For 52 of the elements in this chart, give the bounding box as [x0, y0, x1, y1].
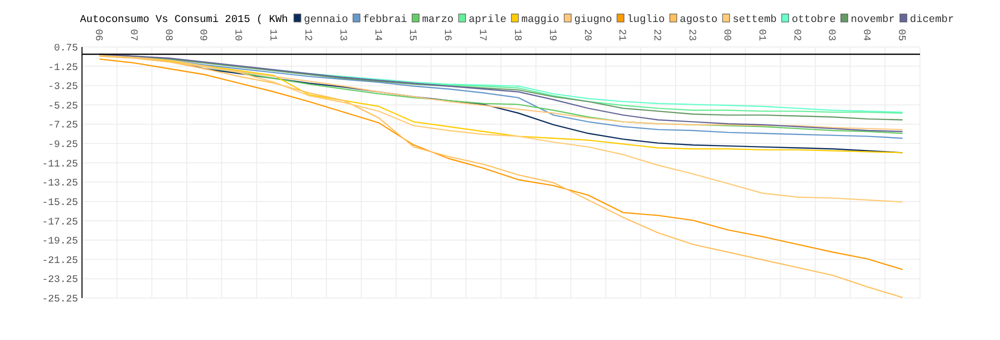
x-tick-label: 18 [510, 29, 522, 42]
legend-label: novembr [850, 14, 895, 26]
legend-label: marzo [422, 14, 454, 26]
x-tick-label: 23 [686, 29, 697, 42]
y-tick-label: -7.25 [48, 120, 78, 132]
y-tick-label: -11.25 [42, 159, 78, 170]
x-tick-label: 05 [895, 29, 906, 42]
x-tick-label: 15 [406, 29, 418, 42]
legend-label: febbrai [363, 14, 408, 26]
x-tick-label: 10 [232, 29, 243, 42]
y-tick-label: -3.25 [48, 82, 78, 94]
x-tick-label: 21 [616, 29, 627, 42]
x-tick-label: 13 [336, 29, 348, 42]
line-series [98, 54, 904, 203]
x-tick-label: 04 [860, 29, 872, 42]
x-tick-label: 14 [371, 29, 382, 42]
x-tick-label: 22 [650, 29, 662, 42]
y-tick-label: -1.25 [48, 62, 78, 74]
y-tick-label: -9.25 [48, 140, 78, 152]
x-tick-label: 09 [196, 29, 208, 42]
legend-label: ottobre [792, 14, 836, 26]
legend-label: giugno [574, 14, 612, 26]
x-tick-label: 19 [546, 29, 557, 42]
x-tick-label: 01 [755, 29, 766, 42]
y-tick-label: -19.25 [42, 236, 78, 248]
y-tick-label: -17.25 [42, 217, 78, 228]
legend-label: aprile [468, 14, 506, 26]
legend-label: maggio [521, 14, 560, 26]
x-tick-label: 07 [126, 29, 138, 42]
legend-label: dicembr [910, 14, 954, 26]
y-tick-label: -5.25 [48, 101, 78, 112]
x-tick-label: 03 [825, 29, 836, 42]
y-tick-label: 0.75 [54, 44, 78, 54]
x-tick-label: 16 [441, 29, 452, 42]
x-tick-label: 12 [301, 29, 312, 42]
y-tick-label: -13.25 [42, 178, 78, 190]
chart-title: Autoconsumo Vs Consumi 2015 ( KWh [80, 14, 288, 26]
y-tick-label: -25.25 [42, 294, 78, 306]
x-tick-label: 11 [266, 29, 278, 42]
x-tick-label: 02 [790, 29, 802, 42]
legend-label: settemb [732, 14, 777, 26]
x-tick-label: 00 [720, 29, 732, 42]
x-tick-label: 20 [580, 29, 592, 42]
x-tick-label: 17 [476, 29, 488, 42]
x-tick-label: 06 [92, 29, 103, 42]
legend-label: agosto [680, 14, 718, 26]
legend-label: gennaio [304, 14, 348, 26]
y-tick-label: -15.25 [42, 198, 78, 209]
x-tick-label: 08 [162, 29, 173, 42]
y-tick-label: -21.25 [42, 256, 78, 267]
legend-label: luglio [627, 14, 665, 26]
y-tick-label: -23.25 [42, 275, 78, 286]
